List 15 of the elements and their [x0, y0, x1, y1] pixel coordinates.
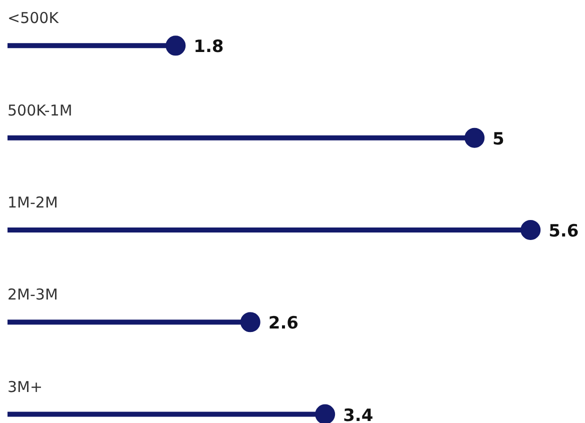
- point: [464, 128, 485, 148]
- data-label: 1.8: [194, 37, 224, 58]
- data-label: 3.4: [343, 406, 374, 423]
- point: [520, 220, 541, 240]
- y-tick-label: 2M-3M: [8, 286, 58, 304]
- point: [240, 312, 260, 332]
- y-tick-label: 3M+: [8, 378, 43, 396]
- y-tick-label: 500K-1M: [8, 101, 72, 120]
- data-label: 5.6: [548, 221, 579, 242]
- data-label: 5: [492, 129, 504, 150]
- y-tick-label: 1M-2M: [8, 194, 58, 212]
- point: [315, 404, 336, 423]
- point: [166, 36, 186, 56]
- y-tick-label: <500K: [8, 9, 60, 28]
- data-label: 2.6: [268, 314, 298, 334]
